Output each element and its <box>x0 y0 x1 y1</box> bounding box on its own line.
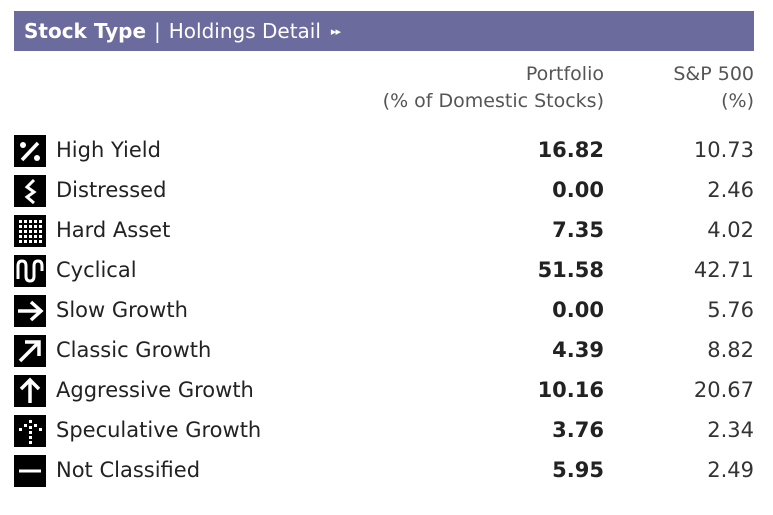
row-label: Speculative Growth <box>56 418 262 442</box>
sp500-value: 5.76 <box>707 298 754 322</box>
row-label: Cyclical <box>56 258 137 282</box>
portfolio-column-header: Portfolio (% of Domestic Stocks) <box>383 61 604 115</box>
row-label: Slow Growth <box>56 298 188 322</box>
section-title: Stock Type <box>24 19 147 43</box>
portfolio-value: 0.00 <box>552 178 604 202</box>
sp500-value: 2.49 <box>707 458 754 482</box>
section-header: Stock Type | Holdings Detail ▸▸ <box>14 11 754 51</box>
sp500-header-line2: (%) <box>721 90 754 112</box>
sp500-value: 8.82 <box>707 338 754 362</box>
portfolio-value: 51.58 <box>537 258 604 282</box>
portfolio-value: 3.76 <box>552 418 604 442</box>
table-row: Distressed 0.00 2.46 <box>14 171 754 211</box>
row-label: High Yield <box>56 138 161 162</box>
slow-growth-icon <box>14 295 46 327</box>
hard-asset-icon <box>14 215 46 247</box>
row-label: Hard Asset <box>56 218 171 242</box>
table-row: High Yield 16.82 10.73 <box>14 131 754 171</box>
distressed-icon <box>14 175 46 207</box>
portfolio-header-line1: Portfolio <box>525 63 604 85</box>
aggressive-growth-icon <box>14 375 46 407</box>
row-label: Classic Growth <box>56 338 212 362</box>
table-row: Aggressive Growth 10.16 20.67 <box>14 371 754 411</box>
sp500-value: 4.02 <box>707 218 754 242</box>
row-label: Distressed <box>56 178 167 202</box>
title-separator: | <box>154 19 161 43</box>
high-yield-icon <box>14 135 46 167</box>
portfolio-value: 7.35 <box>552 218 604 242</box>
row-label: Not Classified <box>56 458 201 482</box>
portfolio-value: 4.39 <box>552 338 604 362</box>
table-row: Slow Growth 0.00 5.76 <box>14 291 754 331</box>
table-row: Hard Asset 7.35 4.02 <box>14 211 754 251</box>
not-classified-icon <box>14 455 46 487</box>
sp500-value: 2.46 <box>707 178 754 202</box>
portfolio-value: 5.95 <box>552 458 604 482</box>
sp500-value: 10.73 <box>693 138 754 162</box>
holdings-detail-link[interactable]: Holdings Detail <box>168 19 321 43</box>
table-row: Speculative Growth 3.76 2.34 <box>14 411 754 451</box>
table-row: Cyclical 51.58 42.71 <box>14 251 754 291</box>
row-label: Aggressive Growth <box>56 378 254 402</box>
table-row: Classic Growth 4.39 8.82 <box>14 331 754 371</box>
portfolio-value: 16.82 <box>537 138 604 162</box>
sp500-header-line1: S&P 500 <box>673 63 754 85</box>
sp500-value: 20.67 <box>693 378 754 402</box>
portfolio-header-line2: (% of Domestic Stocks) <box>382 90 604 112</box>
table-row: Not Classified 5.95 2.49 <box>14 451 754 491</box>
stock-type-table: High Yield 16.82 10.73 Distressed 0.00 2… <box>14 131 754 491</box>
sp500-value: 42.71 <box>693 258 754 282</box>
sp500-column-header: S&P 500 (%) <box>673 61 754 115</box>
cyclical-icon <box>14 255 46 287</box>
portfolio-value: 10.16 <box>537 378 604 402</box>
portfolio-value: 0.00 <box>552 298 604 322</box>
classic-growth-icon <box>14 335 46 367</box>
double-arrow-icon[interactable]: ▸▸ <box>330 24 341 38</box>
sp500-value: 2.34 <box>707 418 754 442</box>
speculative-growth-icon <box>14 415 46 447</box>
